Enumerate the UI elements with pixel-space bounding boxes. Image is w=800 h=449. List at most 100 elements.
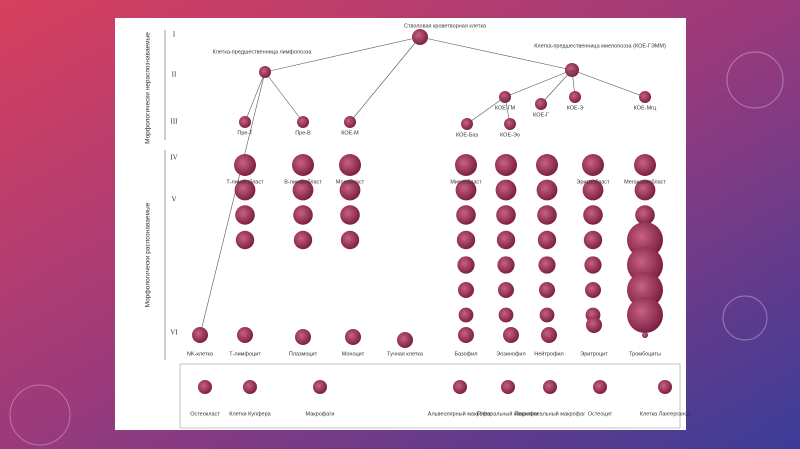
decor-circle <box>9 384 71 446</box>
cell <box>582 179 604 201</box>
lymphoid-label: Клетка-предшественница лимфопоэза <box>213 49 313 55</box>
cell <box>569 91 581 103</box>
cell <box>537 205 557 225</box>
cell <box>292 154 314 176</box>
connector <box>199 71 266 336</box>
connector <box>264 36 421 73</box>
progenitor-label: Пре-В <box>295 130 311 136</box>
progenitor-label: КОЕ-Э <box>567 105 584 111</box>
tissue-label: Альвеолярный макрофаг <box>428 410 492 417</box>
progenitor-label: КОЕ-ГМ <box>495 105 516 111</box>
progenitor-label: КОЕ-Мгц <box>634 105 658 111</box>
cell <box>496 230 516 250</box>
progenitor-label: КОЕ-М <box>341 130 359 136</box>
cell <box>583 205 603 225</box>
cell <box>313 380 327 394</box>
connector <box>571 69 646 98</box>
decor-circle <box>726 51 784 109</box>
cell <box>536 154 558 176</box>
cell <box>496 205 516 225</box>
level-numeral: III <box>171 118 179 126</box>
cell <box>627 247 663 283</box>
cell <box>501 380 515 394</box>
connector <box>540 69 573 105</box>
connector <box>244 71 266 123</box>
cell <box>397 332 413 348</box>
cell <box>293 230 313 250</box>
cell <box>456 205 476 225</box>
cell <box>292 179 314 201</box>
cell <box>584 256 602 274</box>
blast-label: В-лимфобласт <box>284 179 322 185</box>
cell <box>495 179 517 201</box>
cell <box>192 327 208 343</box>
progenitor-label: КОЕ-Г <box>533 112 549 118</box>
cell <box>639 91 651 103</box>
connector <box>264 71 304 123</box>
cell <box>541 327 557 343</box>
cell <box>234 154 256 176</box>
cell <box>634 154 656 176</box>
cell <box>340 205 360 225</box>
cell <box>235 205 255 225</box>
cell <box>583 230 603 250</box>
tissue-label: Плевральный макрофаг <box>477 410 539 417</box>
tissue-label: Макрофаги <box>306 411 335 417</box>
cell <box>539 307 555 323</box>
myeloid-label: Клетка-предшественница миелопоэза (КОЕ-Г… <box>534 43 666 49</box>
mature-label: Тромбоциты <box>629 351 661 357</box>
connector <box>466 96 506 125</box>
cell <box>198 380 212 394</box>
cell <box>495 154 517 176</box>
tissue-label: Остеокласт <box>190 411 220 417</box>
cell <box>504 118 516 130</box>
mature-label: NK-клетка <box>187 351 214 357</box>
diagram-panel <box>115 18 686 430</box>
cell <box>453 380 467 394</box>
cell <box>658 380 672 394</box>
cell <box>627 272 663 308</box>
cell <box>497 256 515 274</box>
cell <box>536 179 558 201</box>
connector <box>419 36 573 71</box>
progenitor-label: КОЕ-Баз <box>456 132 479 138</box>
mature-label: Нейтрофил <box>534 350 564 357</box>
cell <box>458 327 474 343</box>
diagram: Морфологически нераспознаваемые Морфолог… <box>145 23 691 429</box>
cell <box>461 118 473 130</box>
cell <box>642 332 648 338</box>
mature-label: Т-лимфоцит <box>229 351 261 357</box>
cell <box>498 282 514 298</box>
level-numeral: V <box>171 196 176 204</box>
side-label: Морфологически нераспознаваемые <box>145 32 152 144</box>
level-numeral: IV <box>170 154 177 162</box>
tissue-label: Перитонеальный макрофаг <box>515 410 585 417</box>
cell <box>498 307 514 323</box>
stem-label: Стволовая кроветворная клетка <box>404 23 487 29</box>
cell <box>503 327 519 343</box>
cell <box>627 222 663 258</box>
blast-label: Эритробласт <box>576 179 610 185</box>
mature-label: Базофил <box>455 351 478 357</box>
cell <box>295 329 311 345</box>
cell <box>339 154 361 176</box>
level-numeral: II <box>172 71 177 79</box>
tissue-label: Клетка Лангерганса <box>640 411 691 417</box>
mature-label: Моноцит <box>342 351 365 357</box>
connector <box>504 69 573 98</box>
cell <box>458 307 474 323</box>
blast-label: Т-лимфобласт <box>226 179 264 185</box>
cell <box>539 282 555 298</box>
cell <box>293 205 313 225</box>
cell <box>586 317 602 333</box>
mature-label: Эозинофил <box>496 351 525 357</box>
decor-circle <box>722 295 768 341</box>
mature-label: Плазмоцит <box>289 351 318 357</box>
cell <box>237 327 253 343</box>
level-numeral: VI <box>170 329 178 337</box>
cell <box>543 380 557 394</box>
cell <box>627 297 663 333</box>
tissue-strip <box>179 363 681 429</box>
cell <box>456 230 476 250</box>
